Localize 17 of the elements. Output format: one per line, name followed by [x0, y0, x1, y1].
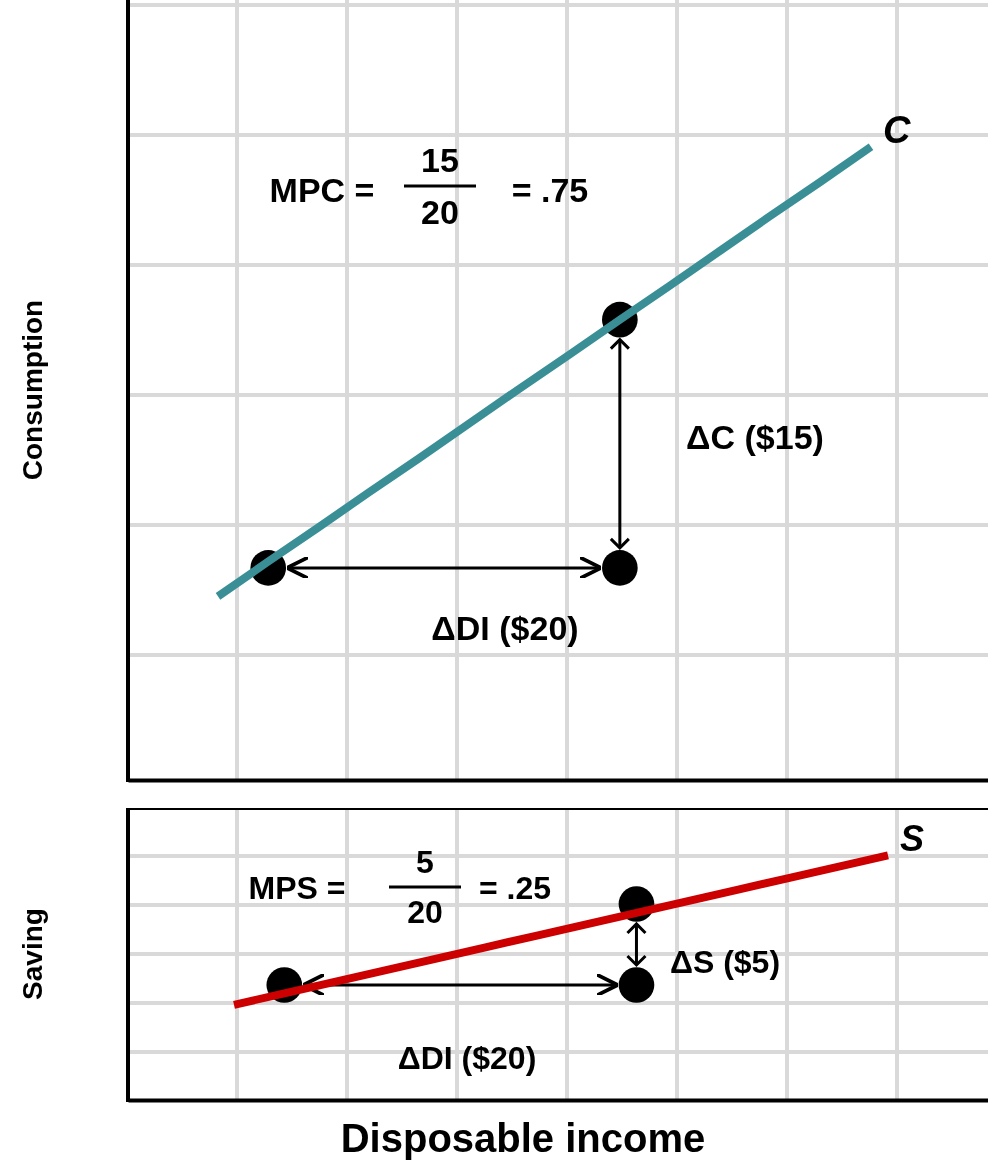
annotation: = .25	[478, 870, 552, 906]
annotation: MPC =	[269, 171, 375, 209]
series-label: S	[900, 818, 925, 860]
annotation: 5	[416, 844, 434, 880]
annotation: ΔS ($5)	[669, 944, 781, 980]
y-axis-title: Consumption	[17, 299, 48, 481]
annotation: ΔDI ($20)	[397, 1040, 537, 1076]
x-axis-title: Disposable income	[340, 1116, 706, 1160]
annotation: 20	[421, 193, 459, 231]
annotation: MPS =	[248, 870, 346, 906]
y-axis-title: Saving	[17, 908, 48, 1000]
annotation: 20	[407, 894, 443, 930]
annotation: 15	[421, 141, 459, 179]
series-label: C	[883, 108, 911, 151]
annotation: ΔDI ($20)	[431, 609, 579, 647]
annotation: = .75	[511, 171, 589, 209]
annotation: ΔC ($15)	[686, 418, 824, 456]
